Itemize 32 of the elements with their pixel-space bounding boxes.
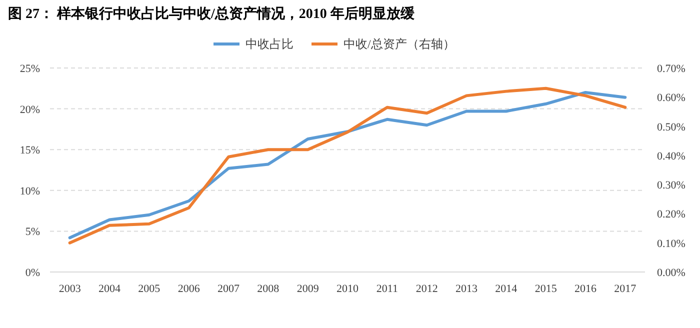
x-tick-label: 2010 <box>336 283 359 295</box>
x-tick-label: 2005 <box>138 283 161 295</box>
x-tick-label: 2009 <box>296 283 320 295</box>
y-tick-label: 0% <box>25 267 40 279</box>
y2-tick-label: 0.20% <box>657 208 686 221</box>
y-tick-label: 10% <box>20 185 40 198</box>
x-tick-label: 2016 <box>574 283 597 295</box>
y2-tick-label: 0.50% <box>657 121 686 134</box>
y-tick-label: 25% <box>20 63 40 75</box>
y2-tick-label: 0.70% <box>657 63 686 75</box>
x-tick-label: 2013 <box>456 283 478 295</box>
x-tick-label: 2007 <box>218 283 240 295</box>
y-tick-label: 15% <box>20 144 40 157</box>
x-tick-label: 2017 <box>614 283 637 295</box>
chart-title: 图 27： 样本银行中收占比与中收/总资产情况，2010 年后明显放缓 <box>8 5 416 22</box>
y2-tick-label: 0.30% <box>657 180 686 192</box>
y2-tick-label: 0.00% <box>657 267 686 279</box>
y-tick-label: 5% <box>25 226 40 238</box>
x-tick-label: 2008 <box>257 283 280 295</box>
x-tick-label: 2012 <box>416 283 438 295</box>
y2-tick-label: 0.10% <box>657 238 686 250</box>
x-tick-label: 2003 <box>58 283 82 295</box>
legend-label: 中收/总资产（右轴） <box>344 37 455 51</box>
x-tick-label: 2004 <box>98 283 121 295</box>
x-tick-label: 2015 <box>534 283 558 295</box>
y2-tick-label: 0.40% <box>657 150 686 162</box>
x-tick-label: 2011 <box>376 283 398 295</box>
x-tick-label: 2006 <box>178 283 200 295</box>
legend-label: 中收占比 <box>246 37 294 51</box>
y-tick-label: 20% <box>20 104 40 116</box>
x-tick-label: 2014 <box>495 283 518 295</box>
y2-tick-label: 0.60% <box>657 92 686 104</box>
